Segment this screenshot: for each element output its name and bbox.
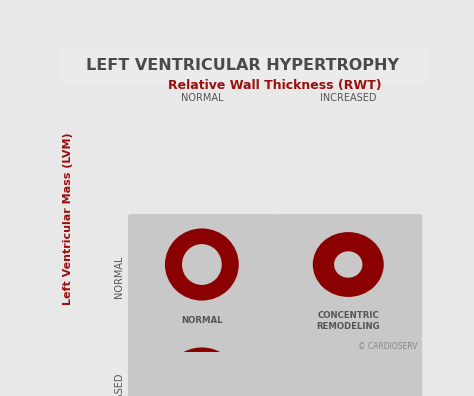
FancyBboxPatch shape (128, 214, 276, 339)
FancyBboxPatch shape (128, 338, 276, 396)
FancyBboxPatch shape (59, 48, 427, 84)
Text: INCREASED: INCREASED (114, 372, 124, 396)
Text: INCREASED: INCREASED (320, 93, 376, 103)
Text: NORMAL: NORMAL (181, 316, 223, 326)
Text: NORMAL: NORMAL (181, 93, 223, 103)
FancyBboxPatch shape (274, 214, 422, 339)
Text: Relative Wall Thickness (RWT): Relative Wall Thickness (RWT) (168, 79, 382, 92)
Ellipse shape (165, 228, 239, 301)
Text: LEFT VENTRICULAR HYPERTROPHY: LEFT VENTRICULAR HYPERTROPHY (86, 58, 400, 73)
Ellipse shape (311, 354, 385, 396)
Ellipse shape (162, 347, 242, 396)
Text: NORMAL: NORMAL (114, 255, 124, 298)
Text: CONCENTRIC
REMODELING: CONCENTRIC REMODELING (317, 311, 380, 331)
Ellipse shape (334, 251, 363, 278)
Ellipse shape (313, 232, 384, 297)
Ellipse shape (333, 374, 363, 396)
Text: Left Ventricular Mass (LVM): Left Ventricular Mass (LVM) (64, 132, 73, 305)
FancyBboxPatch shape (274, 338, 422, 396)
Ellipse shape (181, 366, 223, 396)
Text: © CARDIOSERV: © CARDIOSERV (358, 342, 418, 351)
Ellipse shape (182, 244, 222, 285)
